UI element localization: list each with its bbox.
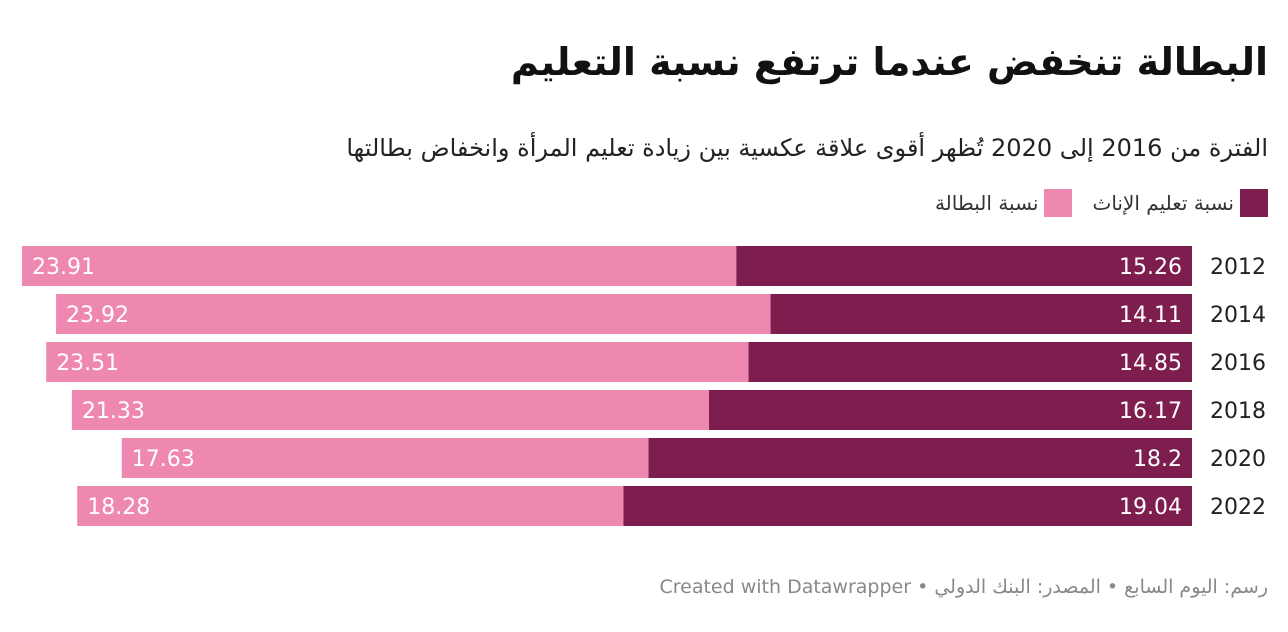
category-label-2020: 2020 [1210,447,1266,472]
category-label-2022: 2022 [1210,495,1266,520]
bar-education-2012 [736,246,1192,286]
data-label-education-2012: 15.26 [1119,255,1182,280]
legend-label-unemployment: نسبة البطالة [934,191,1039,215]
category-label-2012: 2012 [1210,255,1266,280]
bar-education-2014 [770,294,1192,334]
chart-subtitle: الفترة من 2016 إلى 2020 تُظهر أقوى علاقة… [346,134,1268,162]
bar-education-2020 [648,438,1192,478]
data-label-unemployment-2022: 18.28 [87,495,150,520]
data-label-unemployment-2018: 21.33 [82,399,145,424]
chart-title: البطالة تنخفض عندما ترتفع نسبة التعليم [510,40,1268,84]
bar-unemployment-2014 [56,294,771,334]
bar-unemployment-2012 [22,246,737,286]
category-label-2018: 2018 [1210,399,1266,424]
category-label-2014: 2014 [1210,303,1266,328]
legend-label-education: نسبة تعليم الإناث [1092,191,1234,215]
bar-education-2016 [748,342,1192,382]
bar-chart: 15.26 23.91 2012 14.11 23.92 2014 14.85 23.51 20… [22,246,1266,526]
legend-item-unemployment: نسبة البطالة [935,189,1073,217]
legend-swatch-education [1240,189,1268,217]
data-label-education-2018: 16.17 [1119,399,1182,424]
data-label-education-2020: 18.2 [1133,447,1182,472]
legend: نسبة تعليم الإناث نسبة البطالة [915,188,1268,218]
bar-unemployment-2018 [71,390,710,430]
chart-footer: رسم: اليوم السابع • المصدر: البنك الدولي… [659,576,1268,598]
data-label-education-2016: 14.85 [1119,351,1182,376]
legend-item-education: نسبة تعليم الإناث [1092,189,1268,217]
data-label-education-2022: 19.04 [1119,495,1182,520]
data-label-education-2014: 14.11 [1119,303,1182,328]
bar-unemployment-2016 [46,342,749,382]
bar-unemployment-2022 [77,486,624,526]
data-label-unemployment-2014: 23.92 [66,303,129,328]
data-label-unemployment-2012: 23.91 [32,255,95,280]
bar-education-2022 [623,486,1192,526]
bar-education-2018 [709,390,1192,430]
data-label-unemployment-2020: 17.63 [132,447,195,472]
legend-swatch-unemployment [1044,189,1073,217]
category-label-2016: 2016 [1210,351,1266,376]
bar-unemployment-2020 [121,438,649,478]
data-label-unemployment-2016: 23.51 [56,351,119,376]
